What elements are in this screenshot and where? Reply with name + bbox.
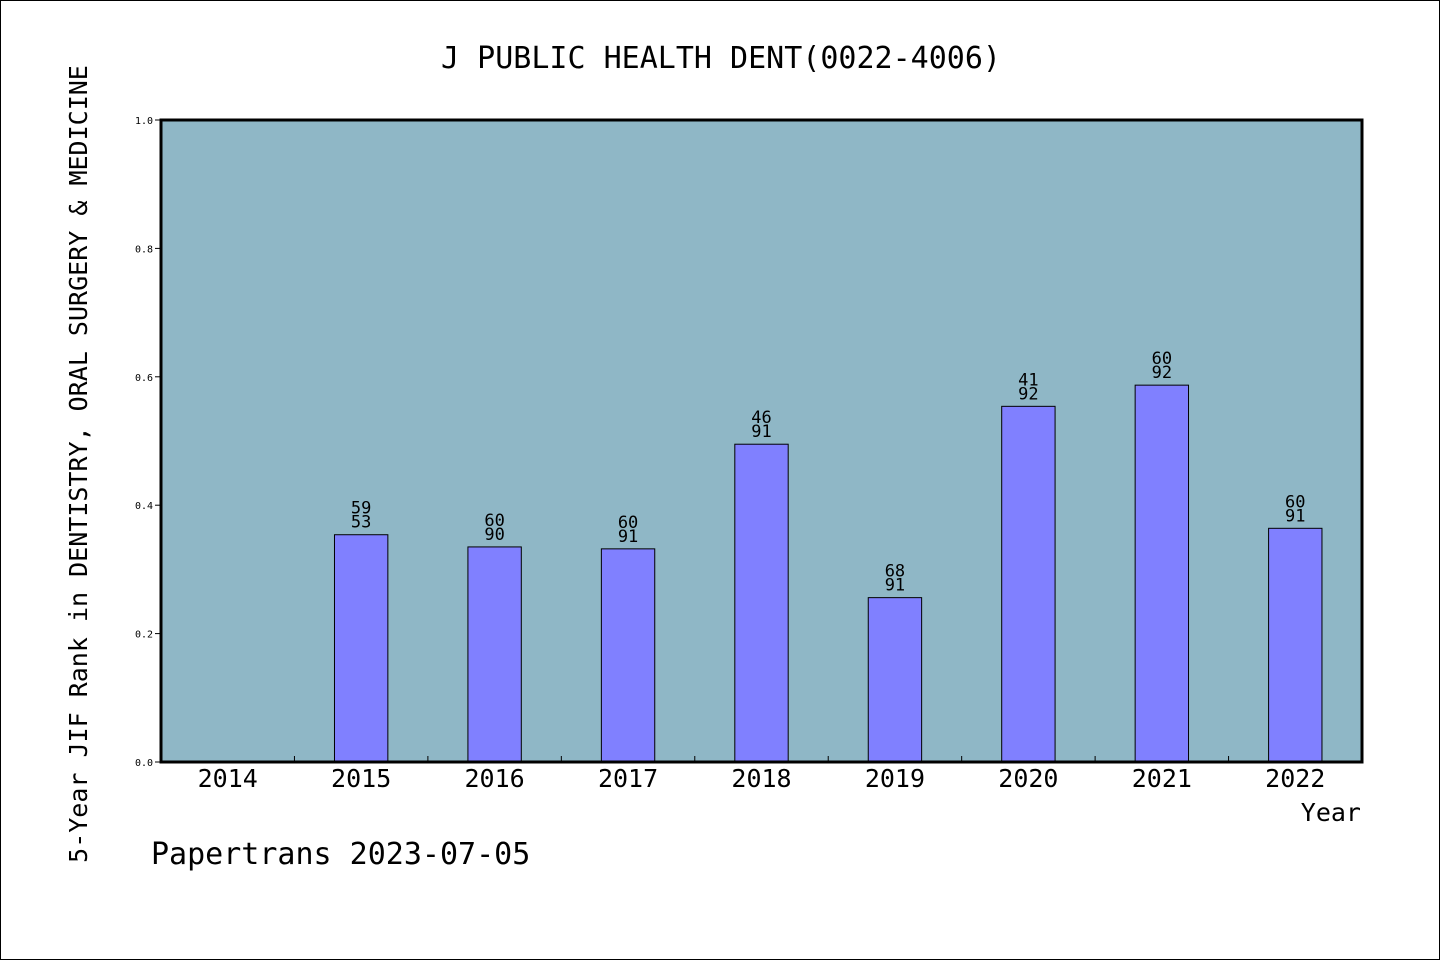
bar-label-total: 91 [618, 527, 638, 547]
y-tick-label: 0.6 [135, 373, 153, 384]
bar-series [333, 384, 1323, 763]
x-tick-label: 2020 [998, 764, 1058, 793]
bar-2018 [734, 443, 789, 763]
bar-label-total: 92 [1152, 363, 1172, 383]
x-tick-label: 2017 [598, 764, 658, 793]
bar-label-rank: 68 [885, 562, 905, 582]
bar-label-total: 91 [1285, 506, 1305, 526]
y-tick-label: 0.2 [135, 630, 153, 641]
x-tick-label: 2014 [198, 764, 258, 793]
y-tick-label: 0.8 [135, 244, 153, 255]
y-axis: 0.0 0.2 0.4 0.6 0.8 1.0 [135, 116, 161, 769]
bar-2022 [1268, 527, 1323, 763]
bar-2017 [600, 548, 656, 763]
y-tick-label: 1.0 [135, 116, 153, 127]
plot-border [159, 118, 1364, 764]
x-axis-label: Year [1301, 798, 1361, 827]
y-tick-label: 0.4 [135, 501, 153, 512]
bar-label-total: 91 [751, 422, 771, 442]
bar-label-total: 91 [885, 576, 905, 596]
bar-label-total: 90 [484, 525, 504, 545]
x-tick-label: 2016 [465, 764, 525, 793]
bar-label-rank: 46 [751, 408, 771, 428]
x-tick-label: 2021 [1132, 764, 1192, 793]
bar-2015 [333, 534, 389, 763]
bar-label-rank: 60 [484, 511, 504, 531]
bar-label-total: 53 [351, 513, 371, 533]
y-tick-label: 0.0 [135, 758, 153, 769]
bar-2016 [467, 546, 522, 763]
x-tick-label: 2018 [731, 764, 791, 793]
chart-title: J PUBLIC HEALTH DENT(0022-4006) [441, 41, 1001, 76]
bar-2020 [1001, 405, 1056, 763]
bar-label-rank: 60 [1152, 349, 1172, 369]
x-tick-label: 2022 [1265, 764, 1325, 793]
bar-2021 [1134, 384, 1190, 763]
x-tick-label: 2019 [865, 764, 925, 793]
bar-label-rank: 59 [351, 499, 371, 519]
bar-label-rank: 60 [618, 513, 638, 533]
bar-label-total: 92 [1018, 384, 1038, 404]
y-axis-label: 5-Year JIF Rank in DENTISTRY, ORAL SURGE… [64, 65, 93, 863]
footer-credit: Papertrans 2023-07-05 [151, 837, 530, 872]
bar-label-rank: 60 [1285, 492, 1305, 512]
bar-2019 [867, 597, 923, 763]
bar-label-rank: 41 [1018, 370, 1038, 390]
x-tick-label: 2015 [331, 764, 391, 793]
x-axis: 2014 2015 2016 2017 2018 2019 2020 2021 2022 [198, 756, 1325, 793]
